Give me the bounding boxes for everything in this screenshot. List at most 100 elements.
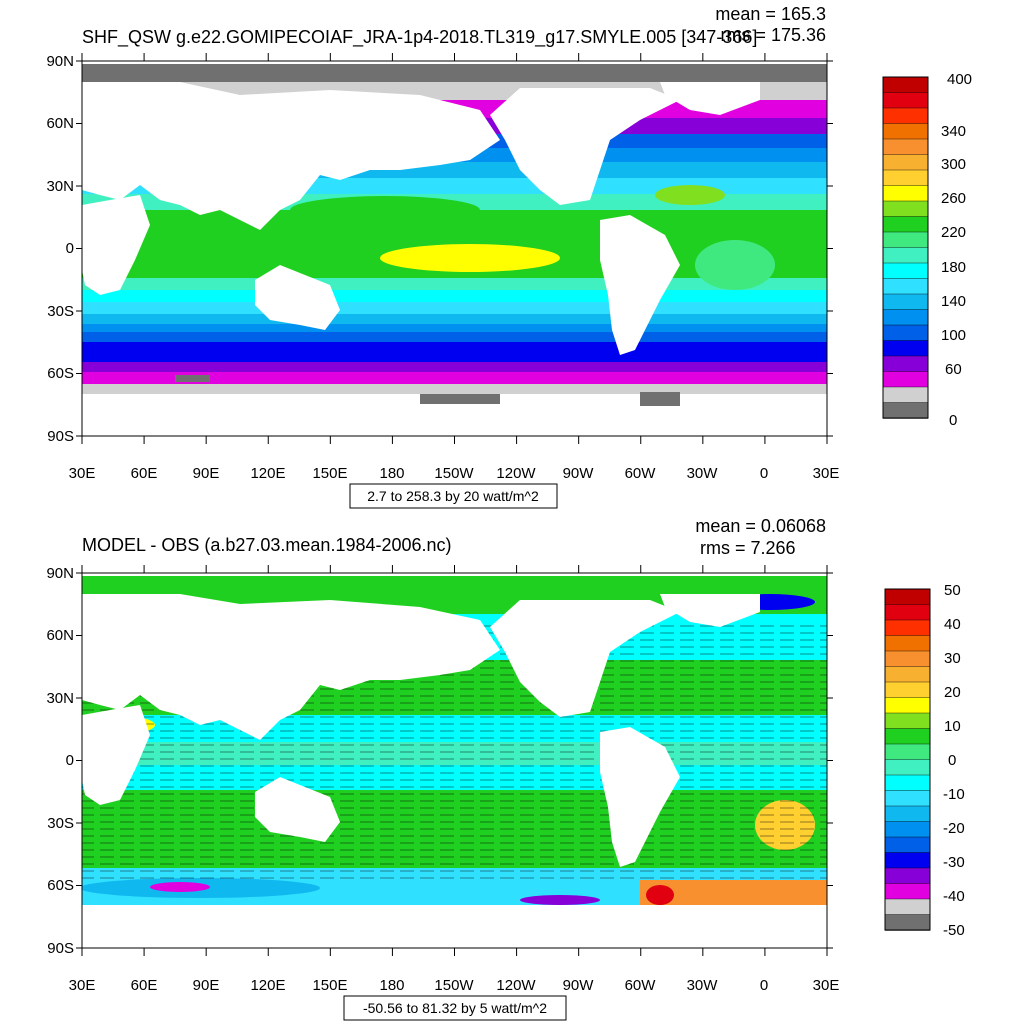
lat-label: 90N: [46, 53, 74, 70]
lon-label: 180: [379, 977, 404, 994]
lat-label: 90N: [46, 565, 74, 582]
colorbar-label: 180: [941, 259, 966, 276]
lon-label: 150E: [312, 977, 347, 994]
lon-label: 120E: [250, 465, 285, 482]
colorbar-cell: [882, 386, 929, 404]
lon-label: 30E: [813, 977, 840, 994]
colorbar-cell: [882, 154, 929, 171]
colorbar-cell: [882, 371, 929, 388]
colorbar-cell: [882, 309, 929, 326]
colorbar-cell: [884, 635, 931, 652]
colorbar-label: 220: [941, 224, 966, 241]
colorbar-cell: [884, 774, 931, 792]
colorbar-cell: [882, 123, 929, 140]
panel-1-lat-axis: 90N 60N 30N 0 30S 60S 90S: [46, 53, 74, 445]
lon-label: 60W: [625, 977, 657, 994]
lat-label: 30S: [47, 815, 74, 832]
colorbar-cell: [882, 92, 929, 109]
colorbar-label: 300: [941, 156, 966, 173]
panel-1-lon-axis: 30E 60E 90E 120E 150E 180 150W 120W 90W …: [69, 465, 840, 482]
panel-1-map: [82, 61, 827, 436]
colorbar-cell: [882, 262, 929, 280]
lon-label: 180: [379, 465, 404, 482]
panel-2-lat-axis: 90N 60N 30N 0 30S 60S 90S: [46, 565, 74, 957]
panel-2: MODEL - OBS (a.b27.03.mean.1984-2006.nc)…: [46, 516, 965, 1021]
lon-label: 30W: [687, 977, 719, 994]
colorbar-label: -40: [943, 888, 965, 905]
colorbar-cell: [882, 231, 929, 249]
colorbar-cell: [884, 743, 931, 761]
lon-label: 120E: [250, 977, 285, 994]
colorbar-cell: [884, 666, 931, 683]
lon-label: 150W: [434, 465, 474, 482]
lon-label: 90E: [193, 977, 220, 994]
panel-1: SHF_QSW g.e22.GOMIPECOIAF_JRA-1p4-2018.T…: [46, 4, 972, 509]
lon-label: 0: [760, 465, 768, 482]
colorbar-label: 10: [944, 718, 961, 735]
lat-label: 30N: [46, 690, 74, 707]
colorbar-label: 0: [949, 412, 957, 429]
colorbar-cell: [882, 76, 929, 94]
panel-2-rms: rms = 7.266: [700, 538, 796, 558]
colorbar-label: 30: [944, 650, 961, 667]
lon-label: 150W: [434, 977, 474, 994]
colorbar-label: 340: [941, 123, 966, 140]
colorbar-label: 60: [945, 361, 962, 378]
colorbar-label: 140: [941, 293, 966, 310]
lat-label: 0: [66, 240, 74, 257]
lat-label: 90S: [47, 428, 74, 445]
lat-label: 60S: [47, 877, 74, 894]
colorbar-label: 260: [941, 190, 966, 207]
lat-label: 30S: [47, 303, 74, 320]
colorbar-label: 400: [947, 71, 972, 88]
lon-label: 30E: [69, 465, 96, 482]
colorbar-cell: [884, 790, 931, 807]
panel-2-title: MODEL - OBS (a.b27.03.mean.1984-2006.nc): [82, 535, 452, 555]
lat-label: 0: [66, 752, 74, 769]
lon-label: 60E: [131, 465, 158, 482]
colorbar-cell: [884, 650, 931, 668]
colorbar-cell: [882, 247, 929, 264]
colorbar-cell: [884, 836, 931, 854]
colorbar-cell: [884, 898, 931, 916]
panel-2-map: [82, 573, 827, 948]
colorbar-cell: [884, 852, 931, 869]
colorbar-cell: [884, 759, 931, 776]
colorbar-cell: [884, 821, 931, 838]
lon-label: 90W: [563, 465, 595, 482]
lon-label: 150E: [312, 465, 347, 482]
colorbar-label: 40: [944, 616, 961, 633]
panel-2-mean: mean = 0.06068: [695, 516, 826, 536]
colorbar-cell: [882, 138, 929, 156]
colorbar-cell: [884, 867, 931, 885]
panel-1-colorbar: 400 340 300 260 220 180 140 100 60 0: [882, 71, 972, 429]
colorbar-cell: [882, 185, 929, 202]
lon-label: 30W: [687, 465, 719, 482]
lon-label: 60E: [131, 977, 158, 994]
lat-label: 60N: [46, 627, 74, 644]
colorbar-cell: [884, 805, 931, 823]
colorbar-label: 100: [941, 327, 966, 344]
lat-label: 30N: [46, 178, 74, 195]
colorbar-cell: [882, 402, 929, 419]
panel-2-colorbar: 50 40 30 20 10 0 -10 -20 -30 -40 -50: [884, 582, 965, 939]
panel-2-range-note: -50.56 to 81.32 by 5 watt/m^2: [343, 995, 567, 1021]
colorbar-cell: [884, 728, 931, 745]
svg-text:2.7 to 258.3 by 20 watt/m^2: 2.7 to 258.3 by 20 watt/m^2: [367, 488, 539, 504]
lon-label: 60W: [625, 465, 657, 482]
colorbar-cell: [882, 169, 929, 187]
lon-label: 30E: [813, 465, 840, 482]
colorbar-label: -50: [943, 922, 965, 939]
lon-label: 120W: [496, 465, 536, 482]
colorbar-cell: [884, 712, 931, 730]
lon-label: 120W: [496, 977, 536, 994]
panel-1-rms: rms = 175.36: [720, 25, 826, 45]
panel-2-lon-axis: 30E 60E 90E 120E 150E 180 150W 120W 90W …: [69, 977, 840, 994]
lon-label: 90W: [563, 977, 595, 994]
lat-label: 60N: [46, 115, 74, 132]
colorbar-label: 50: [944, 582, 961, 599]
lon-label: 90E: [193, 465, 220, 482]
lon-label: 0: [760, 977, 768, 994]
svg-text:-50.56 to 81.32 by 5 watt/m^2: -50.56 to 81.32 by 5 watt/m^2: [363, 1000, 547, 1016]
colorbar-label: 20: [944, 684, 961, 701]
